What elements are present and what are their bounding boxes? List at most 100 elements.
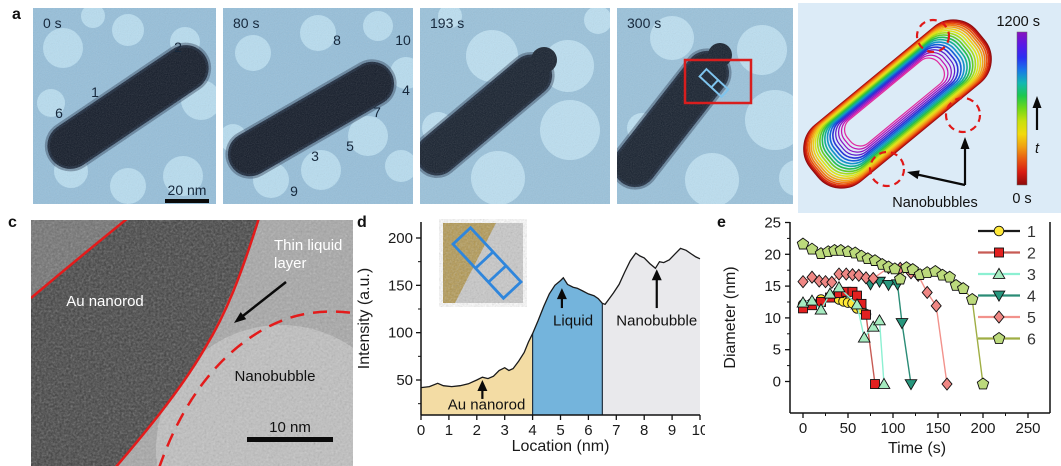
panel-label-c: c <box>8 214 17 231</box>
region-fill-liquid <box>532 277 603 415</box>
y-tick-label: 0 <box>773 374 781 391</box>
data-point-marker <box>895 318 909 330</box>
nanobubble-dashed-outline <box>158 310 353 466</box>
contour-line <box>843 57 946 147</box>
y-tick-label: 200 <box>388 230 413 247</box>
panel-label-d: d <box>357 214 367 231</box>
contour-line <box>814 29 979 177</box>
contour-line <box>837 51 952 153</box>
y-tick-label: 50 <box>396 372 413 389</box>
rod-edge-outline <box>115 220 260 466</box>
noise-texture <box>223 8 413 204</box>
series-3 <box>796 280 891 389</box>
region-fill-nanobubble <box>602 248 700 415</box>
panel-label-e: e <box>717 214 726 231</box>
bubble-number-label: 6 <box>55 105 63 121</box>
y-tick-label: 20 <box>764 246 781 263</box>
tem-frame-300s: 300 s <box>617 8 793 204</box>
roi-box <box>683 58 753 105</box>
region-arrowhead <box>556 288 567 300</box>
au-nanorod-label: Au nanorod <box>66 293 144 310</box>
rod-edge-outline-top <box>31 220 128 299</box>
data-point-marker <box>860 271 872 285</box>
frame-time-label: 80 s <box>233 15 259 31</box>
scale-bar-label: 10 nm <box>269 419 311 436</box>
x-tick-label: 200 <box>970 420 995 437</box>
thin-liquid-layer-label-line1: Thin liquid <box>274 237 342 254</box>
region-label: Nanobubble <box>616 312 697 329</box>
x-tick-label: 3 <box>501 422 509 439</box>
legend-label: 4 <box>1027 289 1036 306</box>
nanobubble-dashed-circles <box>868 18 982 188</box>
panel-label-a: a <box>12 6 21 23</box>
inset-linescan-box <box>451 225 523 301</box>
data-point-marker <box>956 282 970 294</box>
frame-1-labels: 80 s 8 10 4 7 5 3 9 <box>233 15 411 199</box>
x-tick-label: 1 <box>445 422 453 439</box>
x-tick-label: 10 <box>692 422 705 439</box>
rod-outline-contours <box>803 19 992 189</box>
x-tick-label: 100 <box>880 420 905 437</box>
noise-texture <box>617 8 793 204</box>
contour-line <box>812 27 982 180</box>
thin-liquid-layer-label-line2: layer <box>274 255 307 272</box>
scale-bar <box>247 437 333 442</box>
noise-texture <box>33 8 216 204</box>
data-point-marker <box>941 377 953 391</box>
bubble-number-label: 7 <box>373 104 381 120</box>
frame-time-label: 193 s <box>430 15 464 31</box>
data-point-marker <box>866 320 880 332</box>
y-tick-label: 150 <box>388 277 413 294</box>
data-point-marker <box>796 237 810 250</box>
panel-c-hrtem: Au nanorod Thin liquid layer Nanobubble … <box>31 220 353 466</box>
bubble-number-label: 8 <box>333 32 341 48</box>
time-direction-arrow <box>1032 96 1042 130</box>
x-tick-label: 2 <box>473 422 481 439</box>
data-point-marker <box>853 268 865 282</box>
data-point-marker <box>965 292 979 305</box>
annotation-arrows <box>907 137 970 187</box>
contour-line <box>835 49 956 156</box>
x-tick-label: 0 <box>799 420 807 437</box>
nanobubble-label: Nanobubble <box>235 368 316 385</box>
bubble-number-label: 9 <box>290 183 298 199</box>
region-label: Au nanorod <box>448 397 526 414</box>
legend-label: 3 <box>1027 267 1036 284</box>
data-point-marker <box>881 279 896 292</box>
contour-line <box>826 41 965 165</box>
x-axis-title: Time (s) <box>888 440 946 457</box>
data-point-marker <box>796 296 810 308</box>
series-4 <box>863 276 918 391</box>
colorbar-max-label: 1200 s <box>996 14 1040 30</box>
contour-line <box>821 36 971 170</box>
data-point-marker <box>870 379 880 389</box>
x-axis-title: Location (nm) <box>512 438 610 455</box>
intensity-curve <box>420 247 701 389</box>
series-6 <box>796 237 990 390</box>
frame-time-label: 300 s <box>627 15 661 31</box>
data-point-marker <box>992 267 1006 279</box>
frame-2-labels: 193 s <box>430 15 464 31</box>
data-point-marker <box>857 331 871 343</box>
data-point-marker <box>904 379 918 391</box>
region-fill-au-nanorod <box>421 333 533 415</box>
y-tick-label: 25 <box>764 215 781 232</box>
data-point-marker <box>832 280 846 293</box>
contour-line <box>840 54 949 150</box>
contour-line <box>824 38 968 168</box>
colorbar-min-label: 0 s <box>1012 191 1031 207</box>
data-point-marker <box>943 270 956 283</box>
y-axis-title: Diameter (nm) <box>722 266 739 368</box>
panel-b-contour-plot: Nanobubbles 1200 s 0 s t <box>798 3 1061 213</box>
bubble-number-label: 3 <box>311 148 319 164</box>
scale-bar-label: 20 nm <box>168 182 207 198</box>
data-point-marker <box>976 377 990 390</box>
data-point-marker <box>797 274 809 289</box>
data-point-marker <box>993 310 1005 324</box>
noise-texture <box>420 8 610 204</box>
region-label: Liquid <box>553 312 593 329</box>
data-point-marker <box>877 377 891 389</box>
x-tick-label: 0 <box>417 422 425 439</box>
